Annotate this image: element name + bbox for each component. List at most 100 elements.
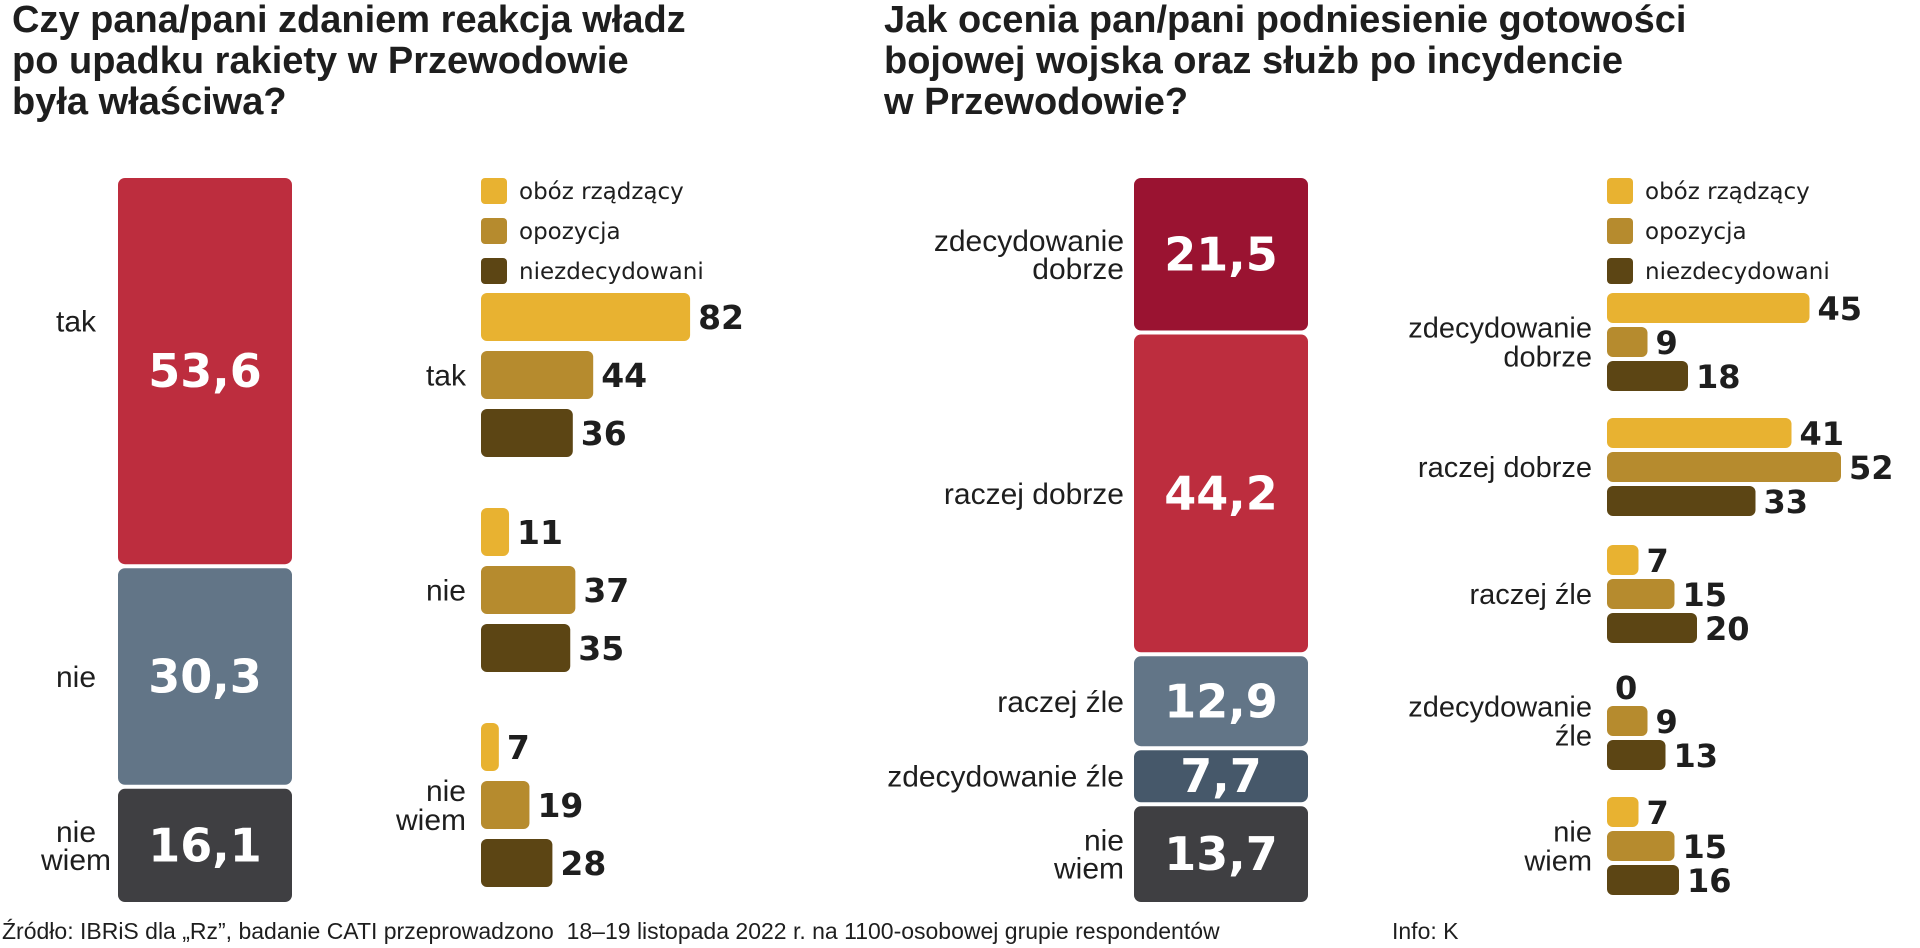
left-grouped-bar-0-1 — [481, 351, 594, 399]
right-grouped-bar-value-1-0: 41 — [1800, 415, 1845, 453]
right-grouped-bar-value-3-0: 0 — [1615, 669, 1637, 707]
right-grouped-bar-value-1-1: 52 — [1849, 449, 1894, 487]
left-grouped-category-label-1: nie — [426, 575, 466, 608]
right-stacked-value-label-1: 44,2 — [1164, 466, 1278, 520]
right-grouped-bar-1-1 — [1607, 452, 1841, 482]
chart-title-right-line-3: w Przewodowie? — [884, 81, 1189, 123]
chart-title-right-line-2: bojowej wojska oraz służb po incydencie — [884, 40, 1624, 82]
right-stacked-category-label-0: zdecydowanie dobrze — [934, 225, 1124, 286]
right-stacked-value-label-4: 13,7 — [1164, 827, 1278, 881]
left-grouped-bar-value-2-0: 7 — [507, 728, 530, 767]
right-stacked-segment-0 — [1134, 178, 1308, 331]
right-grouped-category-label-3: zdecydowanie źle — [1408, 692, 1592, 753]
right-grouped-bar-value-0-1: 9 — [1656, 324, 1678, 362]
right-stacked-category-label-2: raczej źle — [997, 686, 1124, 719]
right-grouped-category-label-1: raczej dobrze — [1418, 452, 1592, 484]
source-note: Źródło: IBRiS dla „Rz”, badanie CATI prz… — [2, 918, 1220, 944]
left-grouped-bar-0-2 — [481, 409, 573, 457]
right-grouped-bar-value-2-1: 15 — [1683, 576, 1728, 614]
left-grouped-bar-2-1 — [481, 781, 530, 829]
left-stacked-value-label-2: 16,1 — [148, 818, 262, 872]
right-grouped-category-label-0: zdecydowanie dobrze — [1408, 313, 1592, 374]
left-grouped-bar-value-0-2: 36 — [581, 414, 627, 453]
right-grouped-bar-3-2 — [1607, 740, 1666, 770]
right-stacked-segment-3 — [1134, 750, 1308, 803]
right-grouped-bar-0-1 — [1607, 327, 1648, 357]
right-grouped-legend-label-0: obóz rządzący — [1645, 179, 1810, 205]
left-stacked-segment-2 — [118, 788, 292, 902]
chart-title-right-line-1: Jak ocenia pan/pani podniesienie gotowoś… — [884, 0, 1687, 41]
left-grouped-category-label-0: tak — [426, 360, 467, 393]
left-grouped-legend-swatch-0 — [481, 178, 507, 204]
right-stacked-segment-2 — [1134, 656, 1308, 747]
left-stacked-segment-0 — [118, 178, 292, 565]
left-grouped-category-label-2: nie wiem — [395, 775, 466, 837]
right-grouped-bar-4-2 — [1607, 865, 1679, 895]
info-credit: Info: K — [1392, 918, 1459, 944]
left-grouped-legend-label-1: opozycja — [519, 219, 621, 245]
left-grouped-bar-value-0-1: 44 — [601, 356, 647, 395]
left-stacked-category-label-1: nie — [56, 661, 96, 694]
right-stacked-value-label-2: 12,9 — [1164, 674, 1278, 728]
chart-title-left-line-3: była właściwa? — [12, 81, 287, 123]
right-grouped-bar-value-4-1: 15 — [1683, 828, 1728, 866]
right-grouped-bar-value-4-0: 7 — [1647, 794, 1669, 832]
left-grouped-bar-1-0 — [481, 508, 510, 556]
left-grouped-bar-value-2-2: 28 — [560, 844, 606, 883]
right-grouped-bar-4-0 — [1607, 797, 1639, 827]
right-grouped-bar-1-2 — [1607, 486, 1756, 516]
right-grouped-bar-value-4-2: 16 — [1687, 862, 1732, 900]
left-stacked-segment-1 — [118, 568, 292, 785]
right-grouped-bar-1-0 — [1607, 418, 1792, 448]
right-grouped-bar-0-0 — [1607, 293, 1810, 323]
right-stacked-segment-1 — [1134, 334, 1308, 653]
right-grouped-bar-0-2 — [1607, 361, 1688, 391]
left-grouped-bar-2-0 — [481, 723, 499, 771]
left-grouped-legend-swatch-1 — [481, 218, 507, 244]
left-grouped-bar-value-1-2: 35 — [578, 629, 624, 668]
right-grouped-bar-value-0-0: 45 — [1818, 290, 1863, 328]
left-stacked-category-label-2: nie wiem — [40, 816, 111, 877]
right-grouped-bar-value-3-2: 13 — [1674, 737, 1719, 775]
right-grouped-legend-swatch-0 — [1607, 178, 1633, 204]
left-stacked-value-label-0: 53,6 — [148, 344, 262, 398]
right-grouped-bar-2-0 — [1607, 545, 1639, 575]
right-stacked-category-label-3: zdecydowanie źle — [887, 761, 1124, 794]
right-grouped-legend-label-1: opozycja — [1645, 219, 1747, 245]
right-grouped-bar-3-1 — [1607, 706, 1648, 736]
right-stacked-value-label-3: 7,7 — [1180, 749, 1262, 803]
left-grouped-bar-value-0-0: 82 — [698, 298, 744, 337]
right-grouped-bar-value-0-2: 18 — [1696, 358, 1741, 396]
right-grouped-bar-value-1-2: 33 — [1764, 483, 1809, 521]
right-stacked-segment-4 — [1134, 806, 1308, 902]
right-grouped-bar-4-1 — [1607, 831, 1675, 861]
left-grouped-bar-value-2-1: 19 — [537, 786, 583, 825]
left-grouped-bar-value-1-1: 37 — [583, 571, 629, 610]
right-grouped-bar-2-2 — [1607, 613, 1697, 643]
right-grouped-legend-label-2: niezdecydowani — [1645, 259, 1830, 285]
right-stacked-value-label-0: 21,5 — [1164, 227, 1278, 281]
right-stacked-category-label-4: nie wiem — [1053, 825, 1124, 886]
right-grouped-category-label-2: raczej źle — [1470, 579, 1593, 611]
chart-title-left-line-1: Czy pana/pani zdaniem reakcja władz — [12, 0, 686, 41]
left-grouped-bar-1-2 — [481, 624, 571, 672]
left-grouped-bar-value-1-0: 11 — [517, 513, 563, 552]
left-stacked-category-label-0: tak — [56, 306, 97, 339]
right-grouped-bar-2-1 — [1607, 579, 1675, 609]
left-grouped-bar-2-2 — [481, 839, 553, 887]
left-grouped-bar-0-0 — [481, 293, 691, 341]
right-stacked-category-label-1: raczej dobrze — [944, 478, 1124, 511]
right-grouped-legend-swatch-1 — [1607, 218, 1633, 244]
left-grouped-legend-label-2: niezdecydowani — [519, 259, 704, 285]
left-grouped-legend-swatch-2 — [481, 258, 507, 284]
left-grouped-bar-1-1 — [481, 566, 576, 614]
right-grouped-category-label-4: nie wiem — [1523, 817, 1592, 878]
chart-title-left: Czy pana/pani zdaniem reakcja władz po u… — [12, 0, 686, 123]
right-grouped-bar-value-2-0: 7 — [1647, 542, 1669, 580]
left-grouped-legend-label-0: obóz rządzący — [519, 179, 684, 205]
left-stacked-value-label-1: 30,3 — [148, 650, 262, 704]
chart-title-right: Jak ocenia pan/pani podniesienie gotowoś… — [884, 0, 1686, 123]
right-grouped-bar-value-3-1: 9 — [1656, 703, 1678, 741]
right-grouped-legend-swatch-2 — [1607, 258, 1633, 284]
